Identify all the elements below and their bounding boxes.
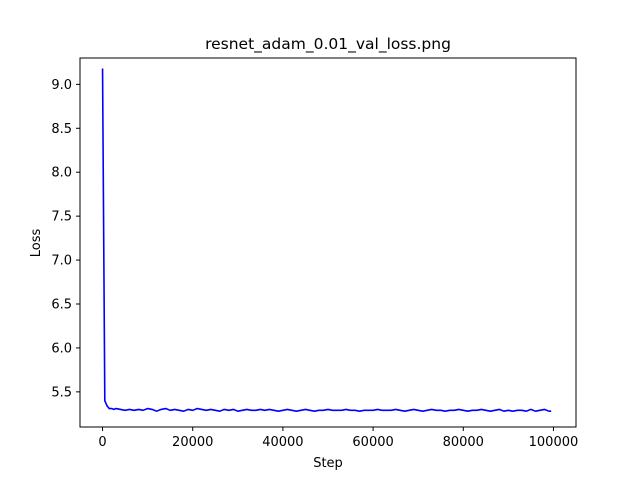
axes-frame — [79, 57, 577, 428]
y-axis-ticks: 5.5 6.0 6.5 7.0 7.5 8.0 8.5 9.0 — [51, 78, 80, 400]
series-line-0 — [101, 68, 552, 412]
x-tick-label: 0 — [98, 435, 106, 450]
y-tick-label: 8.0 — [51, 166, 72, 181]
chart-title: resnet_adam_0.01_val_loss.png — [205, 35, 451, 54]
x-axis-label: Step — [313, 456, 343, 471]
plot-area — [101, 68, 552, 412]
x-tick-label: 100000 — [529, 435, 579, 450]
y-tick-label: 6.5 — [51, 298, 72, 313]
x-tick-label: 20000 — [172, 435, 213, 450]
y-tick-label: 5.5 — [51, 385, 72, 400]
y-tick-label: 9.0 — [51, 78, 72, 93]
x-axis-ticks: 0 20000 40000 60000 80000 100000 — [98, 427, 578, 450]
x-tick-label: 80000 — [443, 435, 484, 450]
y-tick-label: 7.0 — [51, 254, 72, 269]
y-axis-label: Loss — [29, 229, 44, 258]
x-tick-label: 40000 — [262, 435, 303, 450]
y-tick-label: 7.5 — [51, 210, 72, 225]
y-tick-label: 6.0 — [51, 341, 72, 356]
x-tick-label: 60000 — [352, 435, 393, 450]
y-tick-label: 8.5 — [51, 122, 72, 137]
